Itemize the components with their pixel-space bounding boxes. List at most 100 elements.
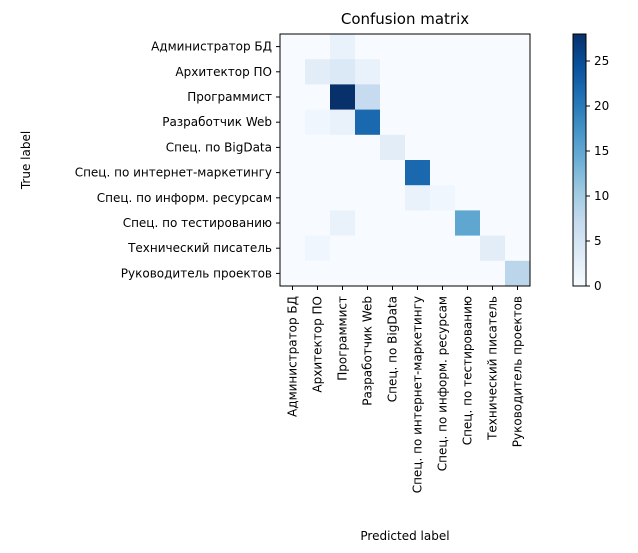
x-tick-label: Программист <box>336 296 350 381</box>
heatmap-cell <box>455 160 481 186</box>
heatmap-cell <box>330 84 356 110</box>
heatmap-cell <box>455 109 481 136</box>
heatmap-cell <box>430 260 456 287</box>
heatmap-cell <box>305 134 331 161</box>
heatmap-cell <box>355 210 381 236</box>
y-tick-label: Разработчик Web <box>162 115 272 129</box>
colorbar-tick-label: 5 <box>594 234 602 248</box>
heatmap-cell <box>480 185 506 211</box>
heatmap-cell <box>480 109 506 136</box>
heatmap-cell <box>480 59 506 85</box>
y-tick-label: Программист <box>187 90 272 104</box>
heatmap-cell <box>355 235 381 262</box>
heatmap-cell <box>480 260 506 287</box>
heatmap-cell <box>430 160 456 186</box>
heatmap-cell <box>480 235 506 262</box>
heatmap-cell <box>380 185 406 211</box>
heatmap-cell <box>380 34 406 60</box>
heatmap-cell <box>280 134 306 161</box>
heatmap-cell <box>505 235 531 262</box>
colorbar-tick-label: 25 <box>594 54 609 68</box>
heatmap-cell <box>455 34 481 60</box>
y-tick-label: Руководитель проектов <box>121 266 272 280</box>
heatmap-cell <box>430 134 456 161</box>
heatmap-cell <box>280 84 306 110</box>
heatmap-cell <box>280 210 306 236</box>
heatmap-cell <box>380 160 406 186</box>
colorbar-tick-label: 0 <box>594 279 602 293</box>
heatmap-cell <box>355 84 381 110</box>
heatmap-cell <box>380 235 406 262</box>
heatmap-cell <box>430 235 456 262</box>
heatmap-cell <box>305 260 331 287</box>
x-tick-label: Руководитель проектов <box>511 296 525 447</box>
heatmap-cell <box>330 34 356 60</box>
heatmap-cell <box>405 109 431 136</box>
heatmap-cell <box>405 210 431 236</box>
heatmap-cell <box>505 34 531 60</box>
heatmap-cell <box>430 109 456 136</box>
x-tick-label: Спец. по BigData <box>386 296 400 402</box>
heatmap-cell <box>380 109 406 136</box>
y-tick-label: Спец. по информ. ресурсам <box>97 191 272 205</box>
heatmap-cell <box>405 260 431 287</box>
heatmap-cell <box>305 84 331 110</box>
plot-frame <box>279 33 531 287</box>
heatmap-cell <box>305 185 331 211</box>
heatmap-cell <box>405 34 431 60</box>
heatmap-cell <box>305 235 331 262</box>
heatmap-cell <box>405 185 431 211</box>
x-tick-label: Разработчик Web <box>361 296 375 406</box>
heatmap-cell <box>455 84 481 110</box>
heatmap-cell <box>455 185 481 211</box>
heatmap-cell <box>505 160 531 186</box>
heatmap-cell <box>355 59 381 85</box>
heatmap-cell <box>505 109 531 136</box>
heatmap-cell <box>430 185 456 211</box>
heatmap-cell <box>455 260 481 287</box>
heatmap-cell <box>380 210 406 236</box>
colorbar-tick-label: 20 <box>594 99 609 113</box>
heatmap-cell <box>280 260 306 287</box>
heatmap-cell <box>330 210 356 236</box>
heatmap-cell <box>280 109 306 136</box>
heatmap-cell <box>405 235 431 262</box>
heatmap-cell <box>330 235 356 262</box>
heatmap-cell <box>505 210 531 236</box>
heatmap-cell <box>280 235 306 262</box>
heatmap-cell <box>380 260 406 287</box>
heatmap-cell <box>455 235 481 262</box>
heatmap-cell <box>405 160 431 186</box>
heatmap-cell <box>505 84 531 110</box>
heatmap-cell <box>505 185 531 211</box>
heatmap-cell <box>380 84 406 110</box>
heatmap-cell <box>505 134 531 161</box>
heatmap-cell <box>405 84 431 110</box>
heatmap-cell <box>480 210 506 236</box>
x-tick-label: Спец. по интернет-маркетингу <box>411 296 425 493</box>
heatmap-cell <box>380 134 406 161</box>
x-tick-label: Технический писатель <box>486 296 500 441</box>
x-tick-label: Спец. по информ. ресурсам <box>436 296 450 471</box>
y-tick-label: Спец. по тестированию <box>123 216 272 230</box>
heatmap-cell <box>330 185 356 211</box>
heatmap-cell <box>355 134 381 161</box>
heatmap-cell <box>355 185 381 211</box>
heatmap-cell <box>280 160 306 186</box>
heatmap-cell <box>455 210 481 236</box>
y-axis-label: True label <box>19 131 33 190</box>
heatmap-cell <box>330 160 356 186</box>
heatmap-cell <box>305 160 331 186</box>
heatmap-cell <box>280 185 306 211</box>
colorbar <box>572 33 587 287</box>
heatmap-cell <box>305 210 331 236</box>
heatmap-cell <box>480 34 506 60</box>
colorbar-tick-label: 15 <box>594 144 609 158</box>
heatmap-cell <box>430 34 456 60</box>
y-tick-label: Технический писатель <box>127 241 272 255</box>
heatmap-cell <box>405 134 431 161</box>
heatmap-cell <box>355 260 381 287</box>
heatmap-cell <box>305 34 331 60</box>
heatmap-cell <box>280 34 306 60</box>
